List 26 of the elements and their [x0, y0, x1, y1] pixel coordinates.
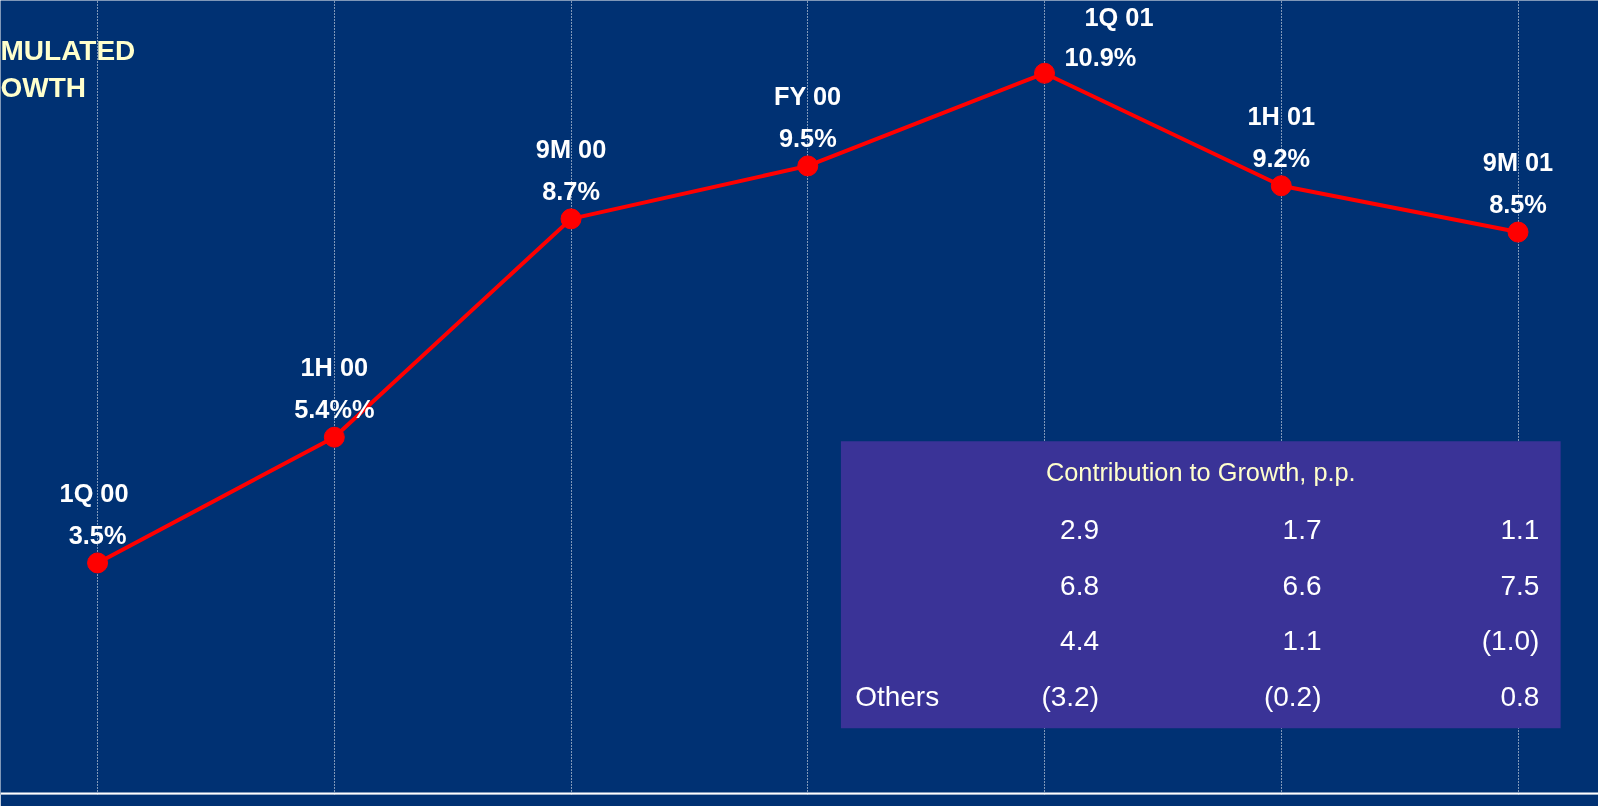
annotation: Contribution to Growth, p.p.: [1045, 457, 1356, 486]
data-label: 9.2%: [1252, 143, 1311, 172]
data-label: 8.7%: [542, 176, 600, 205]
text: 4.4 1.1 (1.0): [1060, 625, 1540, 657]
x-tick-label: 9M 00: [535, 134, 607, 163]
point: [87, 552, 109, 574]
x-tick-label: 9M 01: [1482, 148, 1554, 177]
x-tick-label: 1Q 01: [1084, 3, 1154, 32]
point: [1507, 221, 1529, 243]
x-tick-label: 1Q 00: [59, 478, 129, 507]
point: [1270, 175, 1292, 197]
text: MULATED OWTH: [0, 34, 136, 103]
x-tick-label: 1H 00: [300, 353, 369, 382]
text: 2.9 1.7 1.1: [1060, 514, 1540, 546]
x-tick-label: FY 00: [774, 81, 842, 110]
data-label: 8.5%: [1489, 190, 1547, 219]
text: 6.8 6.6 7.5: [1060, 569, 1540, 601]
data-label: 3.5%: [68, 520, 127, 549]
point: [1034, 62, 1056, 84]
x-tick-label: 1H 01: [1247, 101, 1316, 130]
point: [797, 155, 819, 177]
point: [323, 426, 345, 448]
data-label: 10.9%: [1064, 43, 1137, 72]
point: [560, 208, 582, 230]
text: Others (3.2) (0.2) 0.8: [855, 681, 1540, 713]
data-label: 9.5%: [778, 123, 837, 152]
